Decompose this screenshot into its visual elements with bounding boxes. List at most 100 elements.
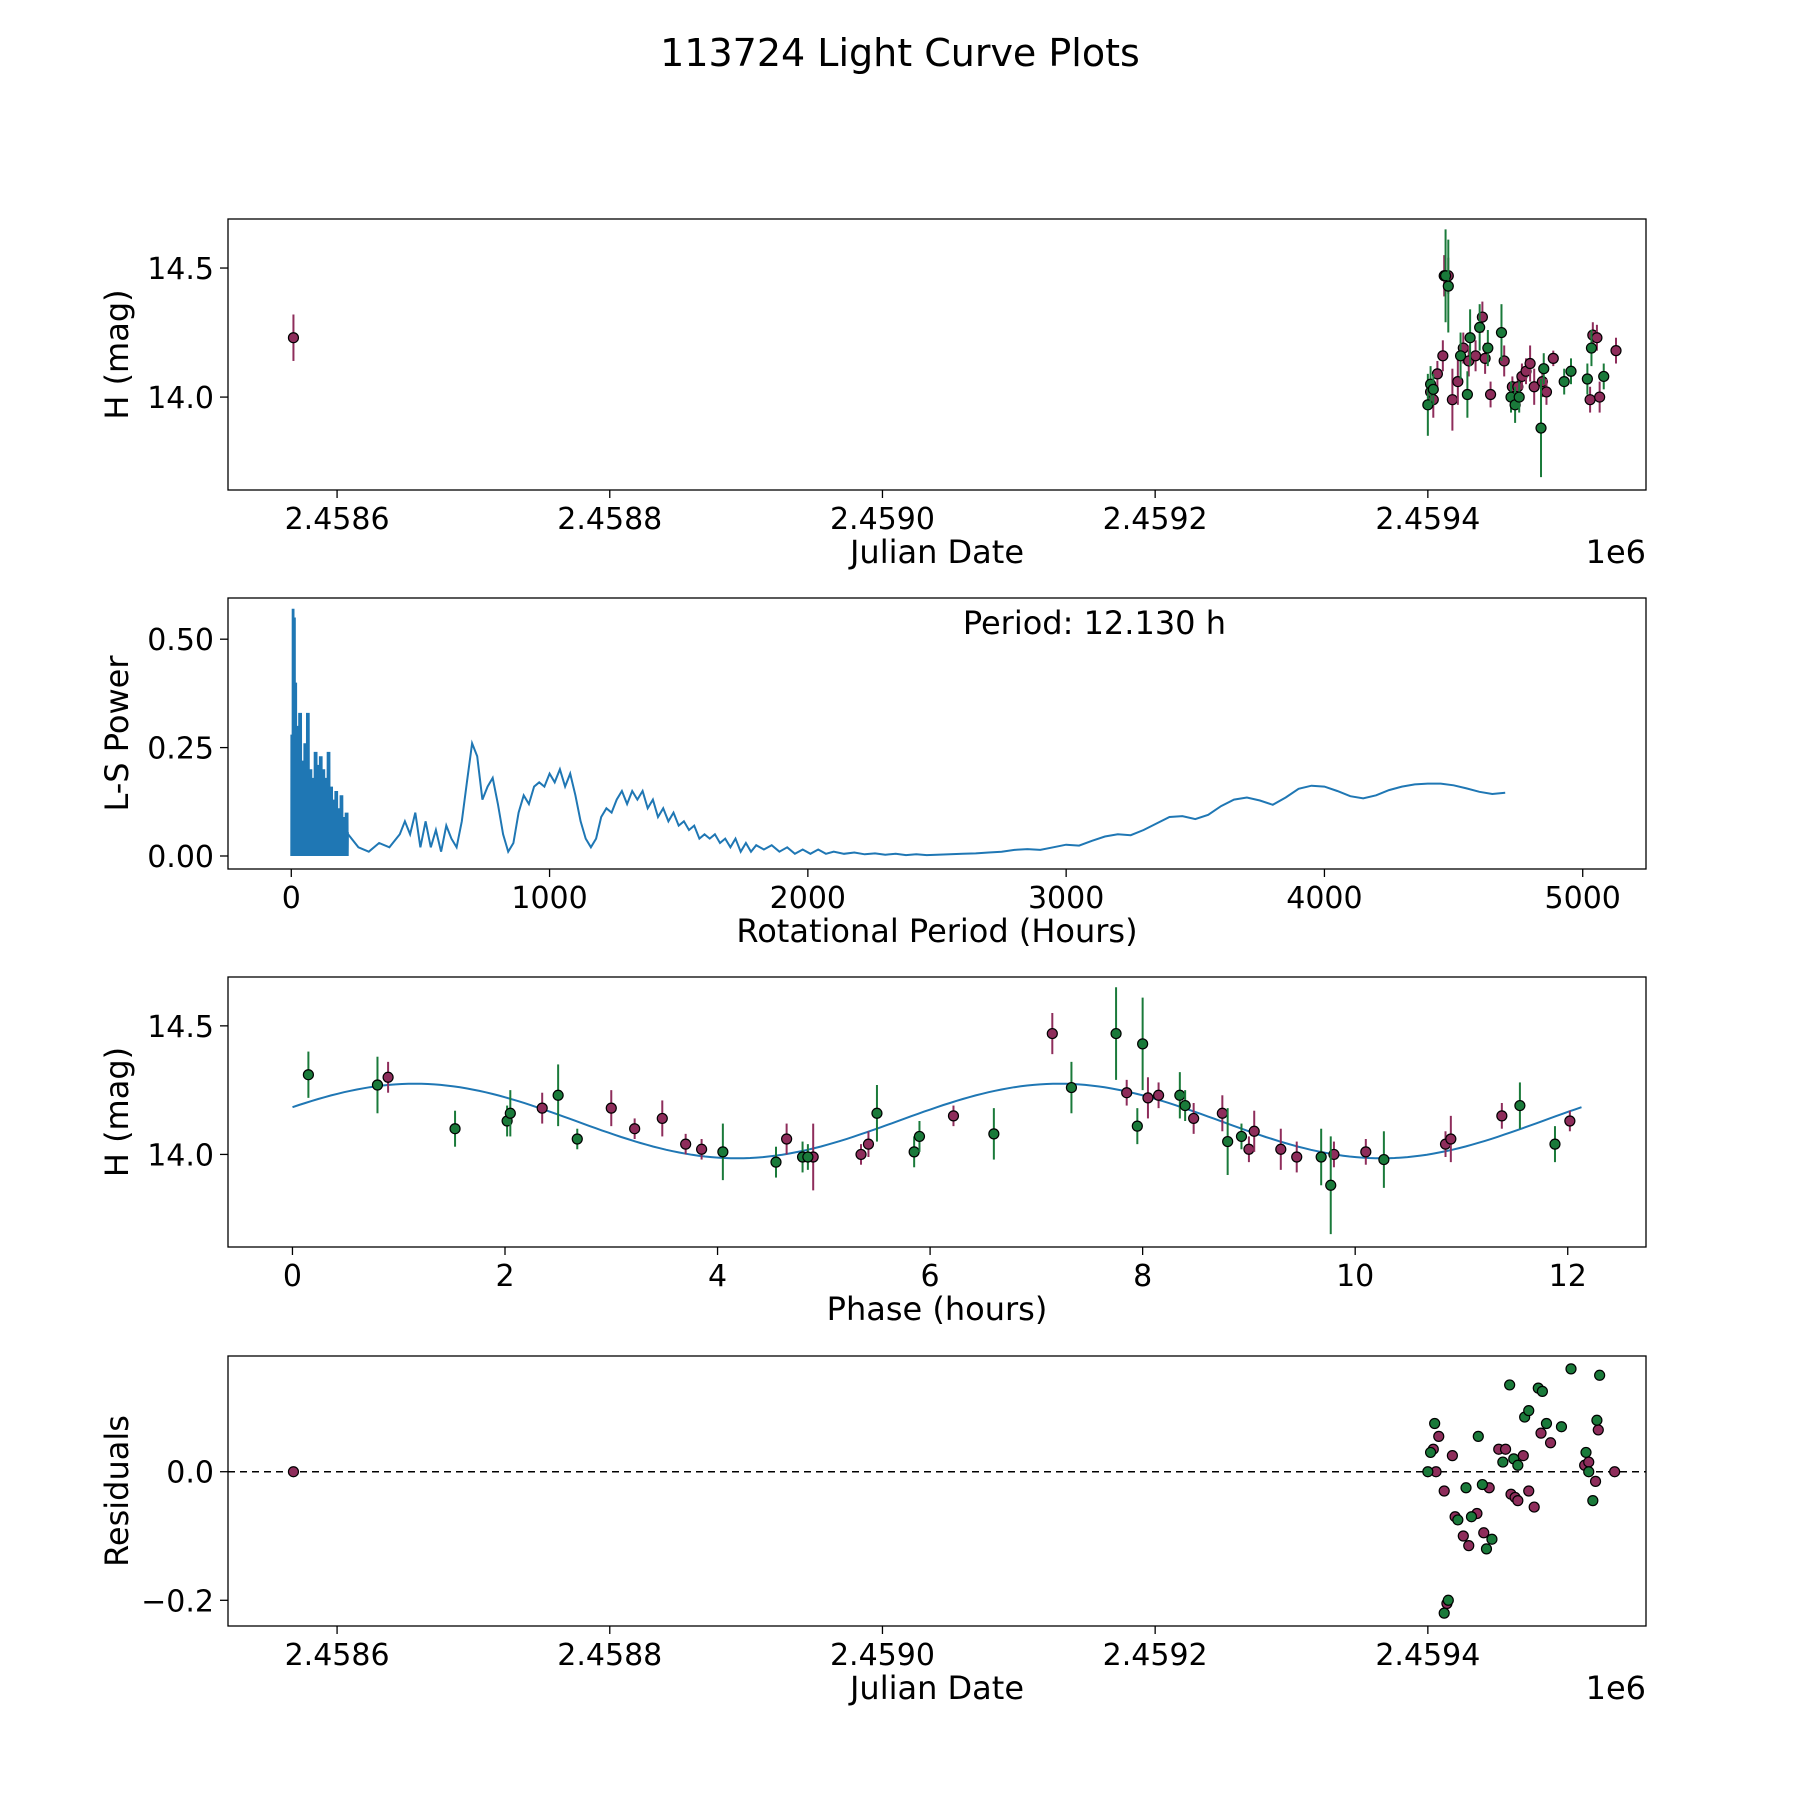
data-point (1535, 1427, 1547, 1439)
data-point (1461, 388, 1473, 401)
y-tick: 14.0 (147, 1138, 228, 1173)
data-point (1137, 1038, 1149, 1050)
data-point (1587, 1495, 1599, 1507)
x-axis-label: Julian Date (848, 533, 1024, 571)
data-point (1222, 1135, 1234, 1148)
y-tick: 14.0 (147, 381, 228, 416)
data-point (1275, 1143, 1287, 1155)
data-point (1469, 350, 1482, 362)
data-point (871, 1107, 883, 1119)
x-tick-label: 2.4586 (285, 1638, 390, 1673)
data-point (1609, 1466, 1621, 1478)
y-tick-label: −0.2 (141, 1584, 214, 1619)
y-tick-label: 0.00 (147, 840, 214, 875)
data-point (855, 1148, 867, 1161)
data-point (1478, 1527, 1490, 1539)
data-point (1452, 1514, 1464, 1526)
data-point (605, 1102, 617, 1114)
x-axis-offset-label: 1e6 (1586, 1669, 1646, 1707)
y-tick-label: 0.50 (147, 623, 214, 658)
y-tick: 0.25 (147, 732, 228, 767)
data-point (1235, 1130, 1248, 1143)
data-point (908, 1146, 920, 1158)
x-tick: 12 (1549, 1247, 1587, 1294)
data-point (302, 1069, 314, 1081)
axes-frame (227, 218, 1647, 491)
x-tick: 2.4592 (1103, 490, 1208, 537)
data-point (1523, 1405, 1535, 1417)
x-tick: 0 (283, 1247, 302, 1294)
data-point (287, 332, 300, 344)
data-point (1452, 376, 1464, 388)
y-tick-label: 14.0 (147, 381, 214, 416)
x-tick: 2.4590 (830, 490, 935, 537)
data-point (1360, 1146, 1372, 1158)
x-tick-label: 2.4592 (1103, 1638, 1208, 1673)
period-annotation: Period: 12.130 h (963, 604, 1226, 642)
x-tick-label: 8 (1133, 1259, 1152, 1294)
data-point (1592, 1424, 1604, 1436)
y-axis-label: Residuals (98, 1415, 136, 1567)
data-point (1517, 1450, 1529, 1462)
data-point (1523, 1485, 1535, 1497)
x-tick: 3000 (1028, 869, 1104, 916)
data-point (717, 1146, 729, 1158)
data-point (1131, 1120, 1143, 1132)
data-point (1581, 373, 1593, 385)
series-green-filter (1422, 1363, 1606, 1619)
y-axis-label: L-S Power (98, 655, 136, 812)
panel-lightcurve: 2.4586 2.4588 2.4590 2.4592 2.4594 14.0 14.5 Ju… (98, 218, 1647, 571)
data-point (1472, 1430, 1484, 1442)
data-point (1540, 386, 1553, 398)
y-tick: 0.00 (147, 840, 228, 875)
data-point (1243, 1143, 1255, 1155)
x-tick-label: 2.4590 (830, 502, 935, 537)
x-tick-label: 2.4590 (830, 1638, 935, 1673)
x-tick-label: 0 (283, 1259, 302, 1294)
data-point (1496, 1110, 1508, 1122)
data-point (1547, 352, 1559, 364)
x-tick-label: 2000 (770, 881, 846, 916)
data-point (1535, 422, 1547, 434)
x-tick-label: 1000 (511, 881, 587, 916)
data-point (1540, 1417, 1553, 1430)
data-point (1179, 1099, 1191, 1112)
x-tick: 2000 (770, 869, 846, 916)
x-tick: 2.4592 (1103, 1626, 1208, 1673)
x-tick: 5000 (1545, 869, 1621, 916)
x-tick: 4 (708, 1247, 727, 1294)
panel-residuals: 2.4586 2.4588 2.4590 2.4592 2.4594 −0.2 0.0 Jul… (98, 1355, 1647, 1707)
x-axis-offset-label: 1e6 (1586, 533, 1646, 571)
figure-title: 113724 Light Curve Plots (660, 31, 1140, 75)
data-point (1484, 388, 1497, 401)
data-point (1544, 1437, 1557, 1449)
periodogram-series (290, 608, 1506, 857)
data-point (629, 1123, 641, 1135)
data-point (1591, 1414, 1603, 1426)
data-point (1513, 391, 1525, 403)
data-point (1446, 394, 1458, 406)
y-tick: −0.2 (141, 1584, 228, 1619)
x-tick: 1000 (511, 869, 588, 916)
series-red-filter (382, 1013, 1576, 1191)
x-axis-label: Julian Date (848, 1669, 1024, 1707)
data-point (1594, 391, 1606, 403)
data-point (1216, 1107, 1228, 1119)
x-tick: 10 (1336, 1247, 1374, 1294)
data-point (1504, 1379, 1516, 1391)
data-point (1474, 321, 1486, 333)
data-point (1110, 1027, 1122, 1040)
data-point (1565, 1363, 1577, 1375)
x-tick-label: 5000 (1545, 881, 1621, 916)
x-tick-label: 2.4594 (1375, 502, 1480, 537)
x-tick: 2.4590 (830, 1626, 935, 1673)
data-point (1460, 1482, 1472, 1494)
data-point (1065, 1081, 1078, 1094)
data-point (1437, 350, 1449, 362)
x-tick-label: 2.4592 (1103, 502, 1208, 537)
x-tick-label: 4 (708, 1259, 727, 1294)
data-point (770, 1156, 782, 1168)
data-point (1248, 1125, 1260, 1137)
data-point (1433, 1430, 1445, 1442)
